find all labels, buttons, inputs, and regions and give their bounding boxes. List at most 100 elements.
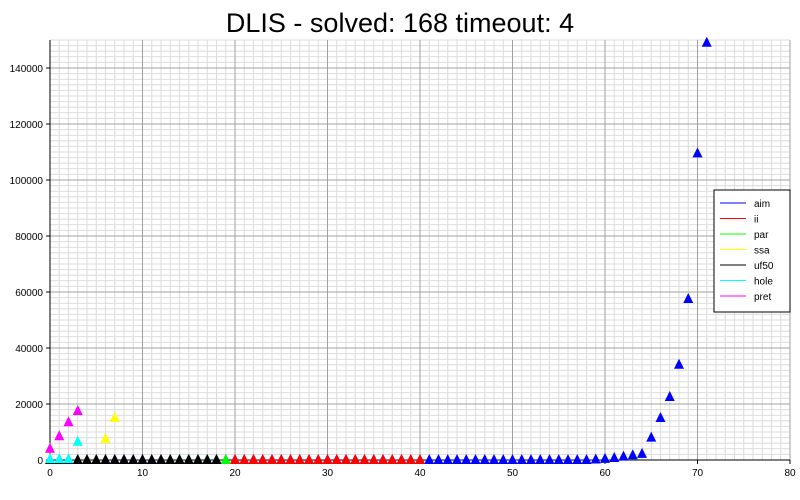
data-point-ii [285,454,296,464]
data-point-ii [415,454,425,464]
data-point-par [220,454,231,464]
data-point-uf50 [119,454,129,464]
data-point-ii [322,454,333,464]
data-point-aim [553,454,564,464]
legend-label-pret: pret [754,292,771,303]
data-point-aim [627,449,638,460]
data-point-hole [45,453,55,464]
data-point-aim [526,454,536,464]
data-point-ii [248,454,259,464]
data-point-uf50 [72,454,83,464]
y-tick-label: 0 [37,456,43,467]
data-point-hole [63,453,74,464]
chart-title: DLIS - solved: 168 timeout: 4 [225,8,575,38]
legend-label-ii: ii [754,215,758,226]
x-tick-label: 60 [599,468,611,479]
data-point-uf50 [146,454,157,464]
data-point-aim [600,452,610,463]
data-point-uf50 [100,454,111,464]
y-tick-label: 140000 [10,64,44,75]
data-point-pret [63,416,74,427]
data-point-aim [655,412,666,422]
data-point-uf50 [91,454,102,464]
legend-label-par: par [754,230,769,241]
data-point-ii [313,454,324,464]
data-point-aim [563,454,573,464]
data-point-pret [54,430,65,441]
data-point-aim [590,453,601,464]
data-point-aim [479,454,490,464]
data-point-ii [368,454,379,464]
data-point-ii [239,454,250,464]
data-point-uf50 [137,454,148,464]
data-point-aim [516,454,527,464]
data-point-aim [489,454,499,464]
data-point-ii [341,454,351,464]
data-point-ssa [109,412,120,422]
x-tick-label: 10 [137,468,149,479]
legend-label-hole: hole [754,277,773,288]
data-point-ii [267,454,277,464]
y-tick-label: 40000 [15,344,43,355]
data-point-aim [544,454,555,464]
data-point-aim [507,454,518,464]
data-point-ii [378,454,388,464]
data-point-aim [461,454,472,464]
x-tick-label: 80 [784,468,796,479]
data-point-pret [72,405,83,415]
x-tick-label: 70 [692,468,704,479]
data-point-aim [433,454,444,464]
data-point-aim [535,454,546,464]
data-point-uf50 [82,454,92,464]
y-tick-label: 60000 [15,288,43,299]
legend-label-aim: aim [754,199,770,210]
data-point-uf50 [109,454,120,464]
data-point-ii [396,454,407,464]
data-point-uf50 [128,454,139,464]
data-point-aim [442,454,453,464]
data-point-uf50 [156,454,166,464]
x-tick-label: 40 [414,468,426,479]
x-tick-label: 30 [322,468,334,479]
data-point-aim [637,447,647,458]
legend-box [713,189,791,313]
data-point-uf50 [174,454,185,464]
y-tick-label: 120000 [10,120,44,131]
data-point-uf50 [202,454,213,464]
data-point-aim [618,450,629,461]
data-point-ii [405,454,416,464]
data-point-aim [424,454,435,464]
data-point-ii [230,454,240,464]
data-point-ii [304,454,314,464]
y-tick-label: 20000 [15,400,43,411]
data-point-ii [387,454,398,464]
data-point-pret [45,442,55,453]
data-point-aim [452,454,462,464]
data-point-aim [701,36,712,47]
data-point-uf50 [165,454,176,464]
data-point-aim [674,358,684,369]
data-point-aim [646,431,657,442]
data-point-aim [572,454,583,464]
y-tick-label: 100000 [10,176,44,187]
x-tick-label: 50 [507,468,519,479]
data-point-aim [470,454,481,464]
data-point-ii [331,454,342,464]
data-point-aim [609,452,620,463]
legend-label-ssa: ssa [754,246,770,257]
data-point-ii [359,454,370,464]
data-point-ii [257,454,268,464]
data-point-uf50 [211,454,222,464]
data-point-aim [498,454,509,464]
data-point-aim [692,147,703,158]
x-tick-label: 0 [47,468,53,479]
data-point-aim [664,391,675,401]
data-point-uf50 [193,454,203,464]
data-point-aim [581,454,592,464]
data-point-ii [276,454,287,464]
x-tick-label: 20 [229,468,241,479]
data-point-hole [54,453,65,464]
data-point-ii [294,454,305,464]
